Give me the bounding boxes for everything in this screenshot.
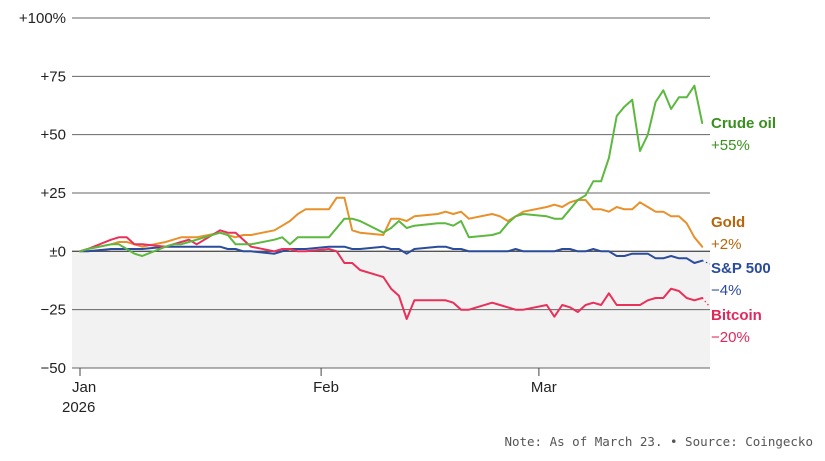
series-change-s-p-500: −4% (711, 282, 741, 299)
y-axis-ticks: +100% +75 +50 +25 ±0 −25 −50 (19, 10, 66, 377)
series-label-s-p-500: S&P 500 (711, 260, 771, 277)
y-tick-label: ±0 (49, 243, 66, 260)
y-tick-label: +100% (19, 10, 66, 27)
y-tick-label: −50 (41, 360, 66, 377)
chart-note: Note: As of March 23. • Source: Coingeck… (504, 434, 813, 449)
series-label-gold: Gold (711, 214, 745, 231)
series-change-crude-oil: +55% (711, 137, 750, 154)
x-tick-label: Feb (313, 379, 339, 396)
series-change-bitcoin: −20% (711, 329, 750, 346)
x-tick-label: Mar (531, 379, 557, 396)
y-tick-label: +25 (41, 185, 66, 202)
series-label-bitcoin: Bitcoin (711, 307, 762, 324)
series-line-s-p-500 (79, 245, 704, 264)
x-axis-ticks: Jan 2026 Feb Mar (62, 368, 557, 416)
series-line-gold (79, 196, 704, 253)
series-label-crude-oil: Crude oil (711, 115, 776, 132)
label-leader (701, 260, 711, 265)
series-line-crude-oil (79, 84, 704, 257)
y-tick-label: +75 (41, 68, 66, 85)
series-lines (79, 84, 704, 320)
series-labels: Crude oil +55% Gold +2% S&P 500 −4% Bitcoin −20… (701, 115, 776, 346)
series-change-gold: +2% (711, 236, 741, 253)
gridlines (72, 17, 710, 369)
x-tick-sublabel: 2026 (62, 399, 95, 416)
y-tick-label: +50 (41, 127, 66, 144)
y-tick-label: −25 (41, 302, 66, 319)
x-tick-label: Jan (72, 379, 96, 396)
